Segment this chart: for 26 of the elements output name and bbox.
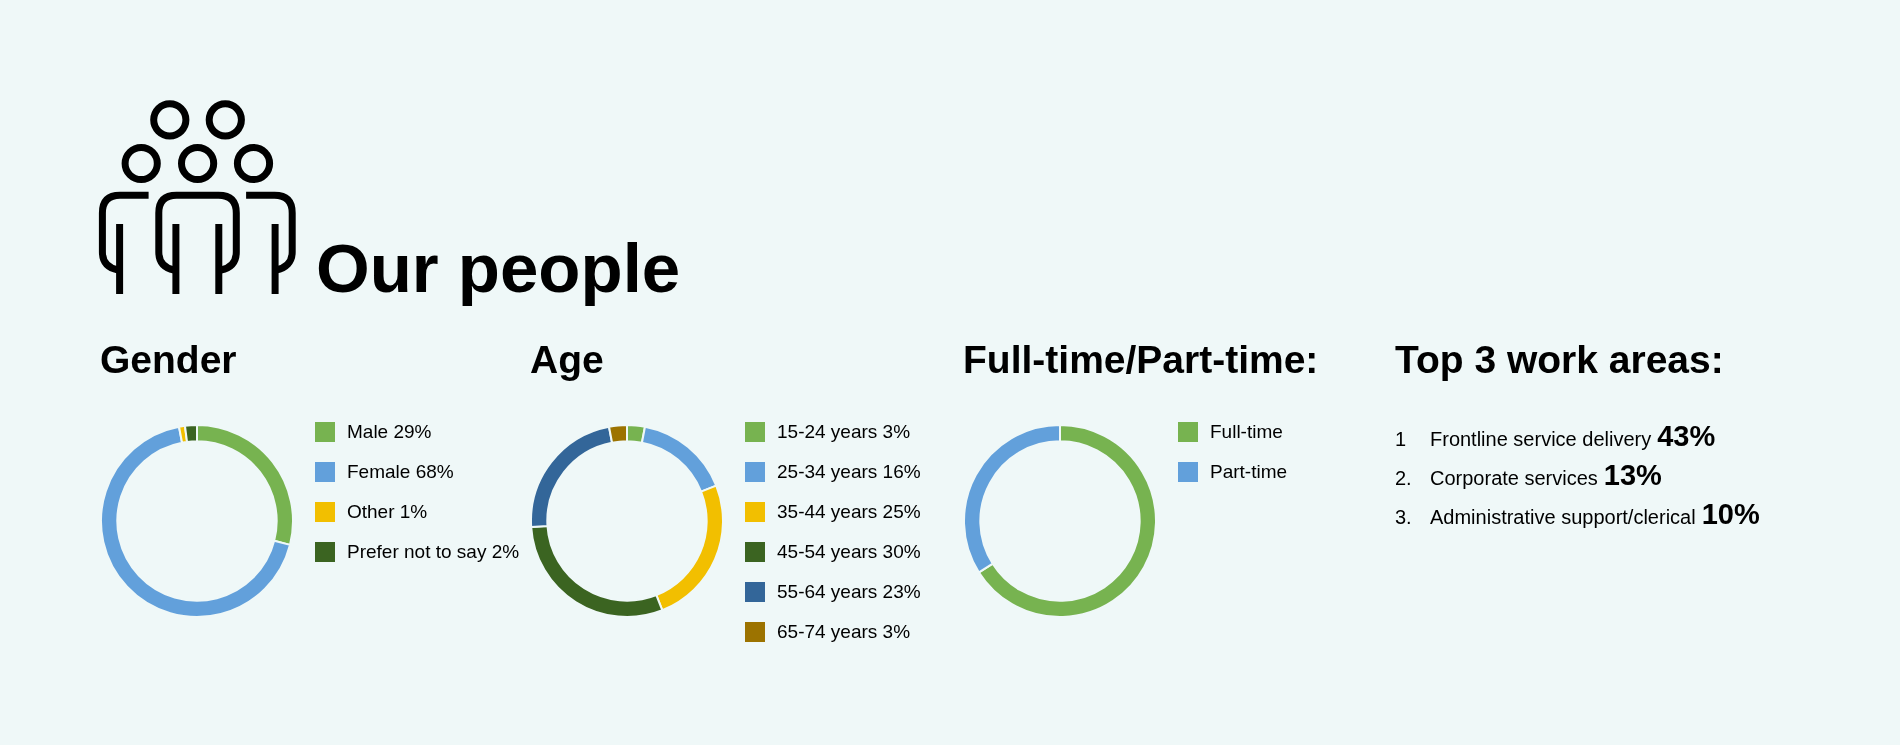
legend-label: Prefer not to say 2% [347, 541, 520, 563]
category-label: Administrative support/clerical [1430, 506, 1696, 528]
category-label: Frontline service delivery [1430, 428, 1652, 450]
text: 1 [1395, 428, 1407, 450]
legend-label: Full-time [1210, 421, 1283, 443]
legend-label: Female 68% [347, 461, 454, 483]
text: Our people [316, 230, 681, 307]
chart-title: Gender [100, 338, 237, 381]
legend-label: 45-54 years 30% [777, 541, 921, 563]
legend-label: 15-24 years 3% [777, 421, 911, 443]
text: 3. [1395, 506, 1412, 528]
legend-label: Part-time [1210, 461, 1288, 483]
text: 43% [1657, 420, 1716, 452]
text: 2. [1395, 467, 1412, 489]
text: 10% [1701, 498, 1760, 530]
legend-label: Male 29% [347, 421, 432, 443]
legend-label: 65-74 years 3% [777, 621, 911, 643]
legend-label: Other 1% [347, 501, 428, 523]
legend-label: 55-64 years 23% [777, 581, 921, 603]
text: 13% [1603, 459, 1662, 491]
legend-label: 25-34 years 16% [777, 461, 921, 483]
chart-title: Age [530, 338, 604, 381]
legend-label: 35-44 years 25% [777, 501, 921, 523]
category-label: Corporate services [1430, 467, 1598, 489]
chart-title: Full-time/Part-time: [963, 338, 1319, 381]
text: Top 3 work areas: [1395, 338, 1724, 381]
